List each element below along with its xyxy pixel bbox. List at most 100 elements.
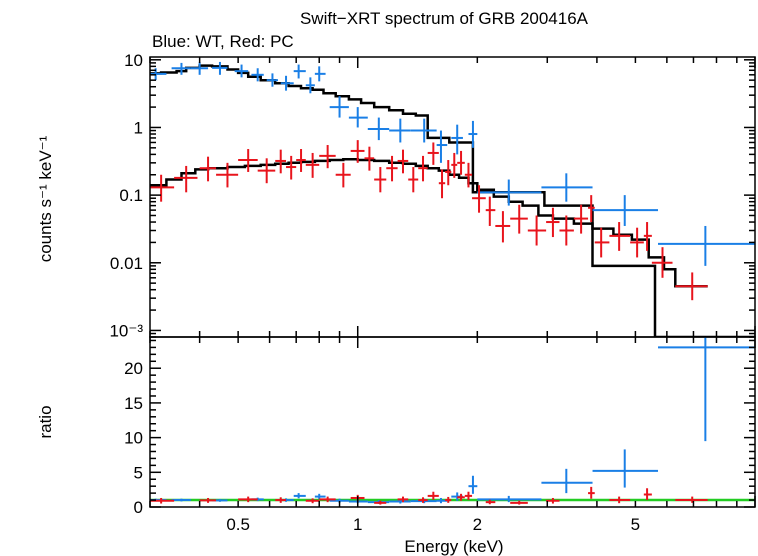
spectrum-pc-point bbox=[150, 174, 175, 202]
spectrum-wt-point bbox=[592, 195, 659, 226]
ratio-wt-point bbox=[171, 498, 191, 502]
ratio-pc-point bbox=[374, 500, 387, 505]
spectrum-wt-point bbox=[234, 64, 249, 78]
y-tick-label: 10 bbox=[124, 51, 143, 70]
spectrum-pc-point bbox=[408, 167, 419, 193]
spectrum-pc-point bbox=[495, 211, 511, 243]
spectrum-pc-point bbox=[286, 155, 297, 180]
y-tick-label: 20 bbox=[124, 359, 143, 378]
spectrum-pc-point bbox=[451, 152, 458, 178]
spectrum-wt-point bbox=[436, 130, 448, 163]
model-line-wt bbox=[150, 64, 755, 337]
spectrum-pc-point bbox=[651, 247, 673, 278]
ratio-pc-point bbox=[643, 488, 652, 501]
y-tick-label: 0 bbox=[134, 498, 143, 517]
y-tick-label: 0.01 bbox=[110, 254, 143, 273]
spectrum-wt-point bbox=[367, 117, 390, 141]
spectrum-pc-point bbox=[397, 149, 409, 174]
spectrum-wt-point bbox=[190, 62, 209, 75]
x-tick-label: 0.5 bbox=[226, 515, 250, 534]
ratio-pc-point bbox=[445, 496, 452, 503]
spectrum-pc-point bbox=[527, 215, 547, 246]
spectrum-wt-point bbox=[468, 120, 478, 148]
ratio-pc-point bbox=[457, 493, 465, 501]
spectrum-pc-point bbox=[427, 142, 439, 165]
spectrum-pc-point bbox=[485, 196, 496, 226]
chart-subtitle: Blue: WT, Red: PC bbox=[152, 32, 294, 51]
spectrum-pc-point bbox=[546, 207, 560, 238]
x-tick-label: 2 bbox=[473, 515, 482, 534]
ratio-pc-point bbox=[319, 496, 336, 503]
spectrum-pc-point bbox=[257, 158, 276, 184]
ratio-frame bbox=[149, 336, 756, 508]
ratio-pc-point bbox=[464, 491, 473, 501]
spectrum-wt-point bbox=[329, 96, 349, 118]
ratio-pc-point bbox=[546, 497, 560, 504]
spectrum-wt-point bbox=[305, 77, 315, 94]
spectrum-pc-point bbox=[630, 227, 644, 258]
ratio-pc-point bbox=[609, 496, 631, 504]
y-tick-label: 15 bbox=[124, 394, 143, 413]
spectrum-pc-point bbox=[588, 195, 595, 223]
x-tick-label: 5 bbox=[631, 515, 640, 534]
y-tick-label: 1 bbox=[134, 118, 143, 137]
y-tick-label: 0.1 bbox=[119, 186, 143, 205]
ratio-panel: 0 5 10 15 20 0.5 1 2 5 bbox=[124, 336, 756, 534]
ratio-wt-point bbox=[658, 337, 755, 442]
spectrum-pc-point bbox=[364, 146, 375, 171]
ratio-pc-point bbox=[418, 497, 428, 503]
spectrum-wt-point bbox=[266, 73, 279, 87]
spectrum-frame bbox=[149, 56, 756, 338]
ratio-pc-point bbox=[238, 496, 258, 503]
spectrum-pc-point bbox=[238, 149, 258, 172]
spectrum-pc-point bbox=[296, 149, 306, 172]
spectrum-pc-point bbox=[216, 162, 239, 188]
ratio-wt-point bbox=[592, 449, 659, 488]
spectrum-panel: 10 1 0.1 0.01 10⁻³ bbox=[109, 51, 756, 340]
spectrum-pc-point bbox=[643, 222, 652, 251]
spectrum-wt-point bbox=[541, 173, 593, 202]
x-tick-label: 1 bbox=[353, 515, 362, 534]
spectrum-pc-point bbox=[335, 162, 351, 188]
spectrum-wt-point bbox=[410, 118, 437, 143]
spectrum-wt-point bbox=[477, 179, 542, 206]
spectrum-pc-point bbox=[275, 149, 287, 174]
ratio-wt-point bbox=[477, 495, 542, 503]
spectrum-wt-point bbox=[451, 124, 463, 155]
y-tick-label: 10⁻³ bbox=[109, 321, 143, 340]
spectrum-wt-point bbox=[212, 61, 228, 75]
ratio-pc-point bbox=[199, 497, 217, 503]
spectrum-wt-point bbox=[389, 118, 411, 143]
spectrum-y-axis-label: counts s⁻¹ keV⁻¹ bbox=[36, 135, 55, 262]
spectrum-pc-point bbox=[510, 204, 528, 234]
spectrum-pc-point bbox=[445, 160, 452, 186]
spectrum-wt-point bbox=[348, 107, 368, 128]
spectrum-wt-point bbox=[251, 68, 264, 82]
spectrum-wt-point bbox=[314, 66, 326, 82]
spectrum-pc-point bbox=[438, 169, 446, 199]
ratio-pc-point bbox=[305, 498, 320, 504]
ratio-wt-point bbox=[468, 475, 478, 494]
ratio-pc-point bbox=[510, 500, 528, 505]
x-axis-label: Energy (keV) bbox=[404, 537, 503, 556]
spectrum-pc-point bbox=[305, 152, 320, 178]
spectrum-pc-point bbox=[350, 140, 365, 163]
spectrum-pc-point bbox=[594, 227, 610, 258]
spectrum-wt-point bbox=[658, 225, 755, 266]
ratio-pc-point bbox=[675, 496, 708, 503]
spectrum-pc-point bbox=[559, 215, 574, 246]
spectrum-pc-point bbox=[199, 156, 217, 182]
ratio-pc-point bbox=[397, 496, 409, 503]
spectrum-pc-point bbox=[573, 204, 589, 234]
ratio-wt-point bbox=[314, 493, 326, 500]
y-tick-label: 5 bbox=[134, 463, 143, 482]
spectrum-pc-point bbox=[464, 162, 473, 188]
spectrum-pc-point bbox=[319, 145, 336, 169]
spectrum-pc-point bbox=[418, 155, 428, 182]
spectrum-pc-point bbox=[374, 167, 387, 193]
ratio-wt-point bbox=[293, 493, 306, 499]
ratio-pc-point bbox=[588, 486, 595, 499]
spectrum-pc-point bbox=[457, 150, 465, 175]
y-tick-label: 10 bbox=[124, 429, 143, 448]
ratio-pc-point bbox=[427, 491, 439, 500]
